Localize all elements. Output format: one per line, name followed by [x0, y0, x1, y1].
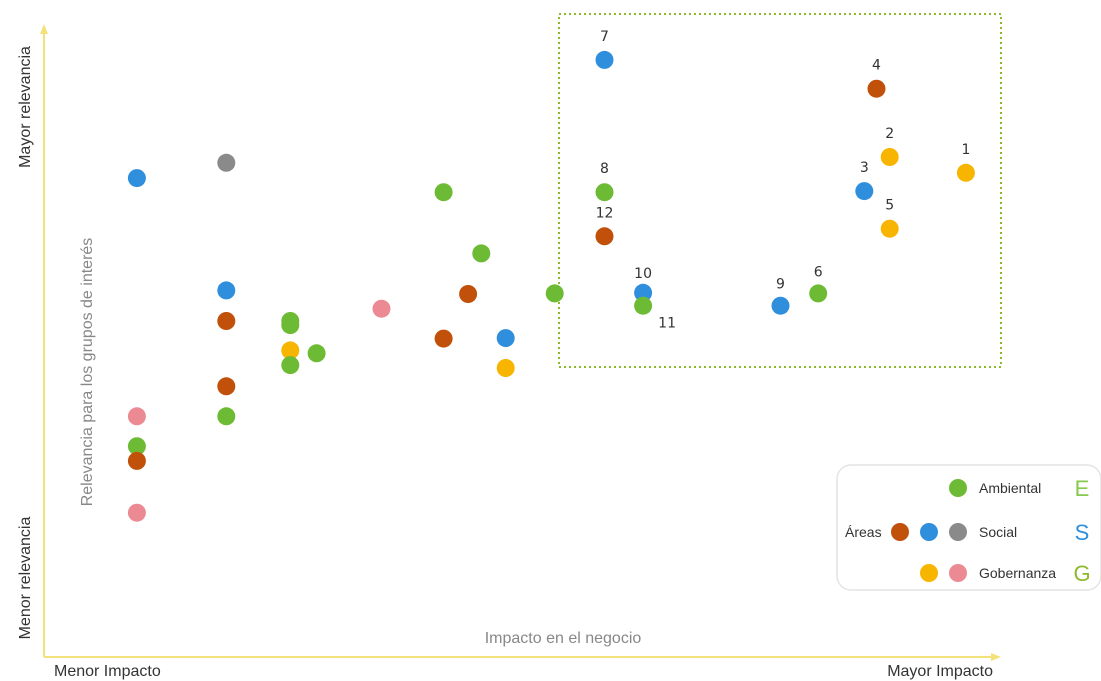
data-point-16: [372, 299, 391, 318]
data-point-8: [595, 183, 614, 202]
data-point-10: [634, 283, 653, 302]
data-point-11: [634, 296, 653, 315]
data-point-8: [281, 316, 300, 335]
legend-rows: Ambiental E Social S Gobernanza G: [891, 476, 1091, 586]
legend-dot-gobernanza-1: [920, 564, 938, 582]
data-point-9: [771, 296, 790, 315]
data-point-6: [809, 284, 828, 303]
point-label-8: 8: [600, 161, 609, 177]
legend-label-social: Social: [979, 524, 1017, 540]
point-label-2: 2: [885, 126, 894, 142]
data-point-7: [595, 50, 614, 69]
data-point-2: [217, 153, 236, 172]
data-point-12: [595, 227, 614, 246]
point-label-9: 9: [776, 277, 785, 293]
x-max-label: Mayor Impacto: [887, 663, 993, 680]
data-point-5: [880, 219, 899, 238]
data-point-6: [217, 407, 236, 426]
data-point-3: [217, 281, 236, 300]
highlight-box: [558, 13, 1002, 368]
legend-dot-social-3: [949, 523, 967, 541]
axes: [40, 24, 1001, 661]
y-axis-title: Relevancia para los grupos de interés: [79, 238, 96, 507]
point-labels: 7 8 12 10 11 9 6 4 2 3 5 1: [596, 29, 971, 332]
legend: Áreas Ambiental E Social S Gobernanza G: [836, 464, 1101, 591]
legend-areas-label: Áreas: [845, 524, 882, 540]
legend-letter-g: G: [1073, 561, 1090, 586]
legend-dot-ambiental-1: [949, 479, 967, 497]
data-point-12: [127, 407, 146, 426]
y-max-label: Mayor relevancia: [17, 46, 34, 168]
legend-letter-s: S: [1075, 520, 1090, 545]
legend-dot-social-2: [920, 523, 938, 541]
legend-box: [836, 464, 1101, 591]
point-label-1: 1: [961, 142, 970, 158]
x-axis-arrow: [991, 653, 1001, 661]
point-label-6: 6: [814, 264, 823, 280]
y-min-label: Menor relevancia: [17, 517, 34, 640]
data-point-19: [459, 285, 478, 303]
data-point-9: [281, 341, 300, 360]
data-point-20: [434, 329, 453, 348]
x-min-label: Menor Impacto: [54, 663, 161, 680]
data-point-23: [545, 284, 564, 303]
data-point-1: [127, 169, 146, 188]
point-label-12: 12: [596, 205, 614, 221]
data-point-14: [127, 451, 146, 470]
data-point-10: [281, 356, 300, 375]
legend-dot-gobernanza-2: [949, 564, 967, 582]
point-label-3: 3: [860, 160, 869, 176]
data-point-4: [217, 312, 236, 330]
data-point-1: [956, 163, 975, 182]
data-point-21: [496, 329, 515, 348]
legend-dot-social-1: [891, 523, 909, 541]
point-label-5: 5: [885, 198, 894, 214]
data-point-13: [127, 437, 146, 456]
point-label-4: 4: [872, 58, 881, 74]
x-axis-title: Impacto en el negocio: [485, 630, 642, 647]
data-point-15: [127, 503, 146, 522]
data-point-22: [496, 359, 515, 377]
data-points: [127, 50, 975, 522]
y-axis-arrow: [40, 24, 48, 34]
legend-label-gobernanza: Gobernanza: [979, 565, 1056, 581]
data-point-5: [217, 377, 236, 396]
point-label-7: 7: [600, 29, 609, 45]
data-point-3: [855, 182, 874, 201]
data-point-11: [307, 344, 326, 363]
data-point-18: [472, 244, 491, 263]
data-point-2: [880, 148, 899, 166]
point-label-11: 11: [658, 316, 676, 332]
point-label-10: 10: [634, 266, 652, 282]
legend-label-ambiental: Ambiental: [979, 480, 1041, 496]
legend-letter-e: E: [1075, 476, 1090, 501]
data-point-17: [434, 183, 453, 202]
data-point-4: [867, 79, 886, 98]
